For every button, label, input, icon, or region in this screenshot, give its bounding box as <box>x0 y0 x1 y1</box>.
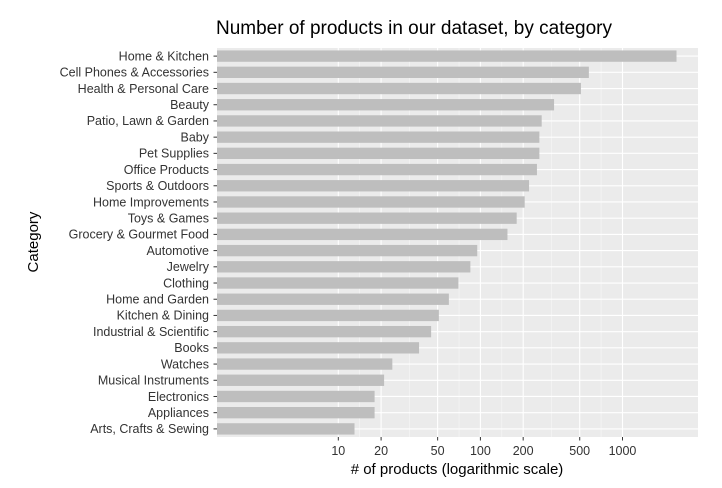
bar <box>217 99 555 111</box>
category-label: Health & Personal Care <box>78 82 209 96</box>
x-tick-label: 500 <box>569 444 590 458</box>
category-label: Office Products <box>124 163 209 177</box>
category-label: Jewelry <box>167 260 210 274</box>
bar <box>217 309 439 322</box>
chart-title: Number of products in our dataset, by ca… <box>216 18 613 39</box>
bar <box>217 261 471 273</box>
category-label: Home and Garden <box>106 293 209 307</box>
bar <box>217 212 517 224</box>
x-tick-label: 50 <box>431 444 445 458</box>
bar <box>217 407 375 419</box>
category-label: Appliances <box>148 406 209 420</box>
category-label: Sports & Outdoors <box>106 179 209 193</box>
category-tick-marks <box>213 55 217 430</box>
bar <box>217 50 677 62</box>
x-tick-label: 10 <box>331 444 345 458</box>
plot-panel <box>217 48 698 437</box>
category-label: Musical Instruments <box>98 374 209 388</box>
y-axis-title: Category <box>25 211 42 272</box>
category-label: Home & Kitchen <box>119 49 209 63</box>
category-label: Kitchen & Dining <box>117 309 209 323</box>
category-label: Cell Phones & Accessories <box>60 66 209 80</box>
bar <box>217 358 393 370</box>
bar <box>217 180 530 192</box>
category-label: Beauty <box>170 98 210 112</box>
bar <box>217 131 540 143</box>
category-label: Watches <box>161 357 209 371</box>
bar <box>217 228 508 241</box>
bar <box>217 244 478 257</box>
category-label: Home Improvements <box>93 195 209 209</box>
x-axis-ticks: 10 20 50 100 200 500 1000 <box>331 437 636 458</box>
bar <box>217 163 537 176</box>
bar <box>217 82 581 95</box>
category-label: Industrial & Scientific <box>93 325 209 339</box>
bar <box>217 115 542 127</box>
category-label: Automotive <box>146 244 209 258</box>
category-label: Books <box>174 341 209 355</box>
x-tick-label: 100 <box>470 444 491 458</box>
bar <box>217 66 589 78</box>
category-label: Clothing <box>163 276 209 290</box>
category-label: Toys & Games <box>128 211 209 225</box>
category-label: Electronics <box>148 390 209 404</box>
bar <box>217 423 355 435</box>
category-label: Pet Supplies <box>139 147 209 161</box>
category-label: Arts, Crafts & Sewing <box>90 422 209 436</box>
bar <box>217 342 420 354</box>
minor-gridlines <box>359 48 602 437</box>
bar <box>217 147 540 160</box>
x-tick-label: 20 <box>374 444 388 458</box>
bar <box>217 374 385 386</box>
category-label: Baby <box>181 130 210 144</box>
bar <box>217 325 432 338</box>
bar <box>217 277 459 289</box>
x-tick-label: 200 <box>513 444 534 458</box>
x-tick-label: 1000 <box>609 444 637 458</box>
bar <box>217 196 525 208</box>
category-label: Patio, Lawn & Garden <box>87 114 209 128</box>
bars <box>217 50 677 435</box>
x-axis-title: # of products (logarithmic scale) <box>351 461 564 478</box>
category-labels: Home & Kitchen Cell Phones & Accessories H… <box>60 49 210 436</box>
category-label: Grocery & Gourmet Food <box>69 228 209 242</box>
bar <box>217 293 449 305</box>
bar <box>217 390 375 403</box>
